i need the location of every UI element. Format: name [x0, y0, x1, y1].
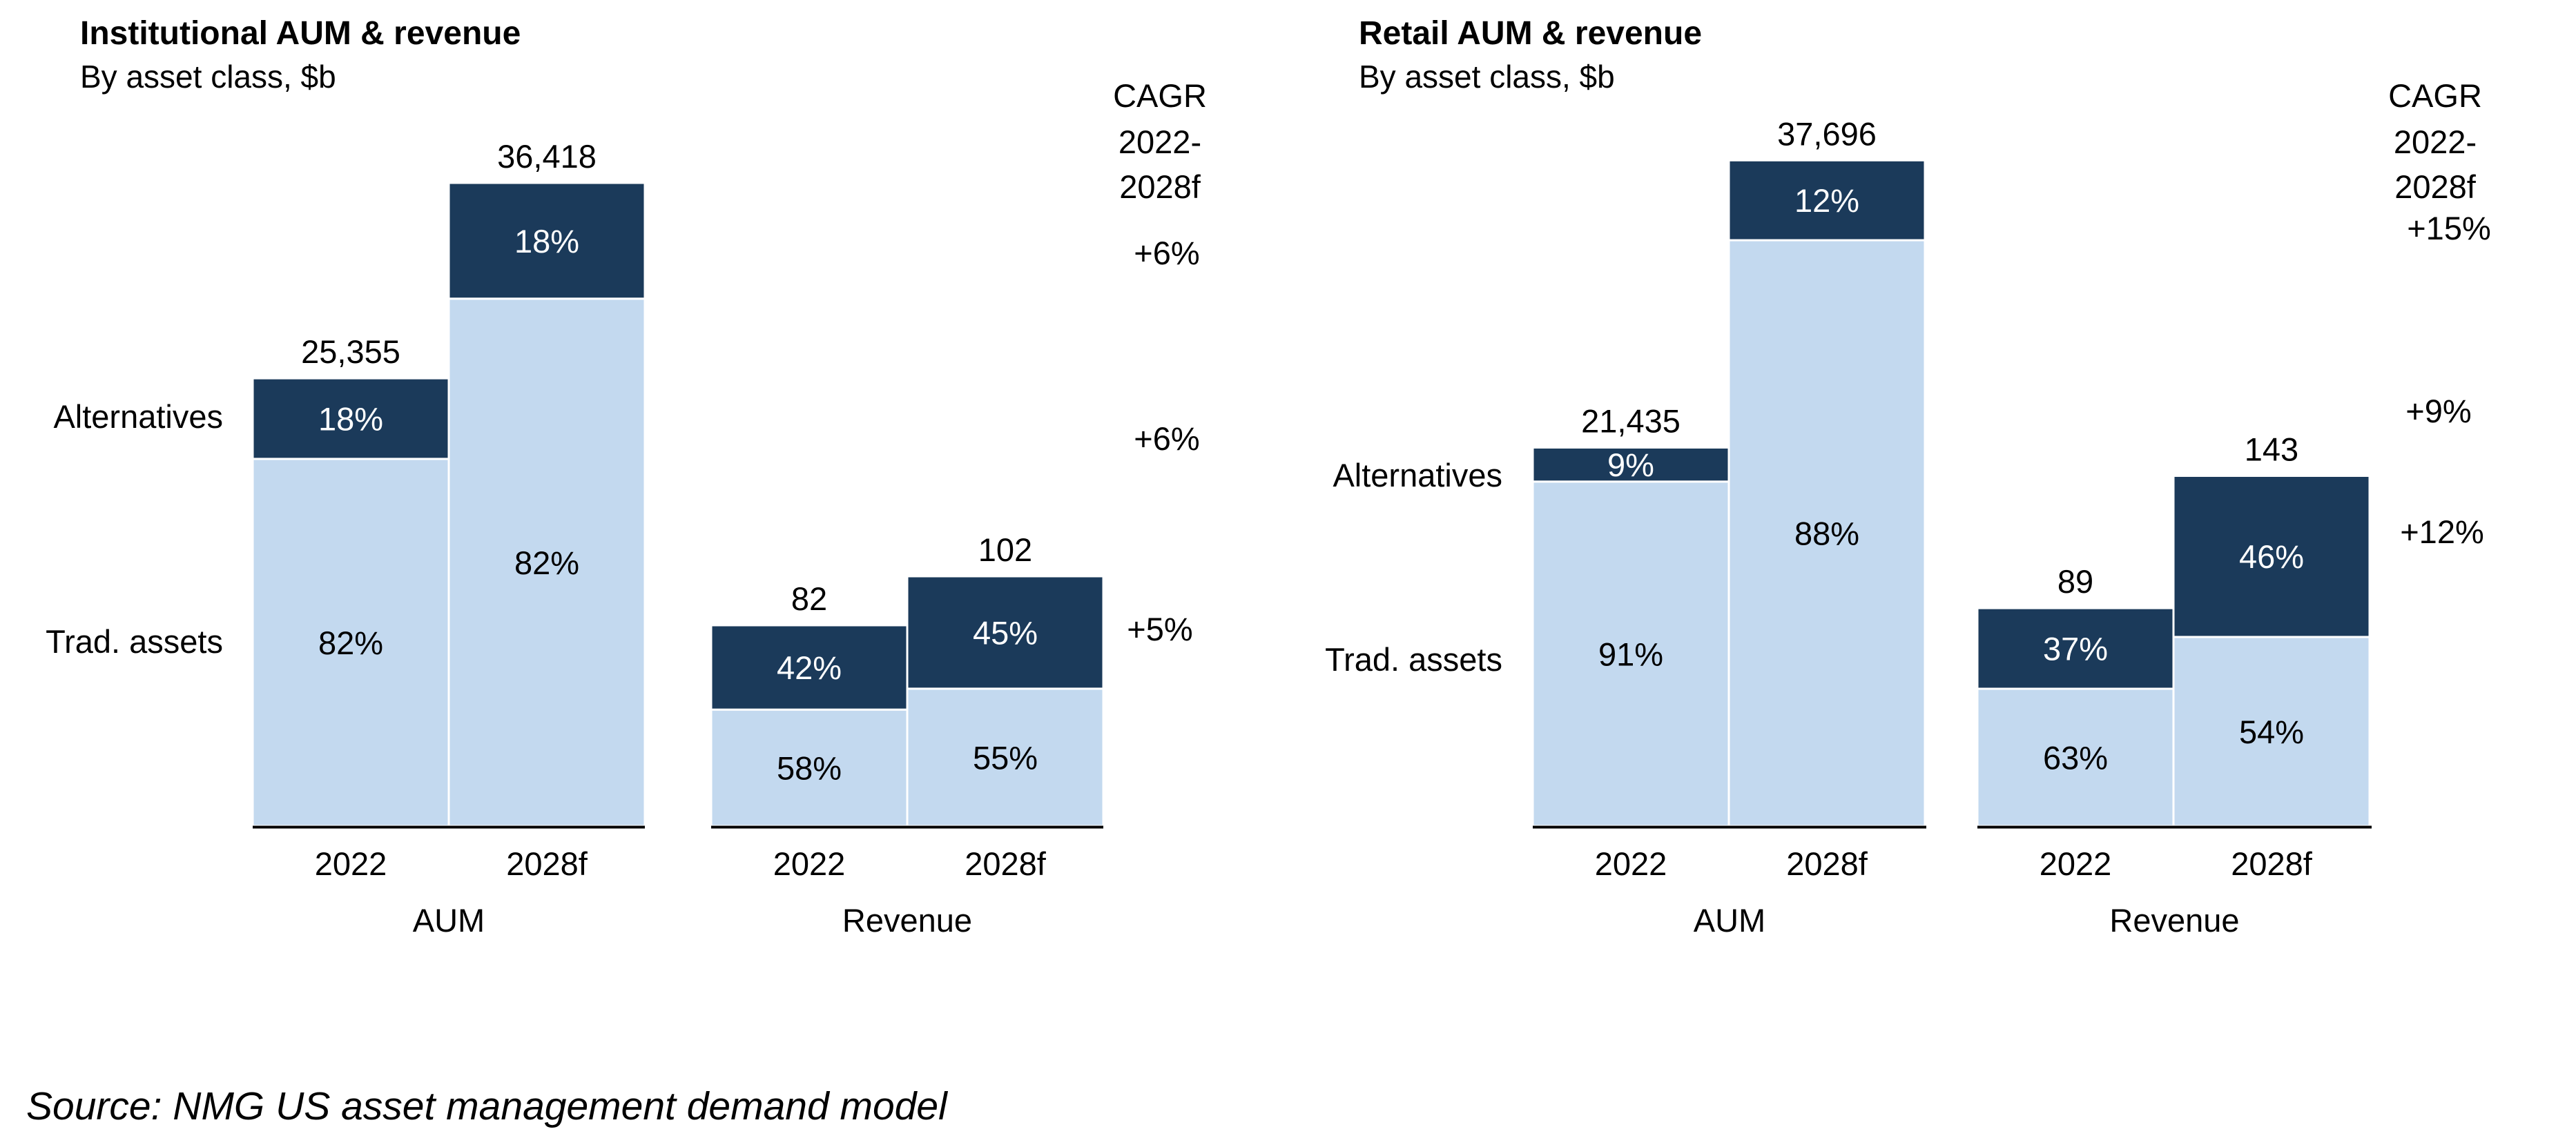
- bar-total-label: 36,418: [497, 138, 597, 175]
- row-label-alternatives: Alternatives: [1333, 457, 1502, 493]
- panel-institutional: Institutional AUM & revenue By asset cla…: [46, 15, 1207, 939]
- bar-group-aum: 82% 18% 25,355 2022 82% 18% 36,418 2028f AUM: [251, 138, 646, 939]
- row-label-trad-assets: Trad. assets: [1325, 641, 1502, 678]
- panel-title: Retail AUM & revenue: [1359, 15, 1702, 52]
- cagr-value-revenue-alternatives: +5%: [1127, 611, 1192, 647]
- bar-segment-label: 9%: [1607, 447, 1654, 483]
- bar-segment-label: 91%: [1598, 636, 1663, 672]
- bar-total-label: 143: [2245, 431, 2298, 467]
- bar-group-revenue: 63% 37% 89 2022 54% 46% 143 2028f Revenue: [1976, 431, 2372, 939]
- cagr-header-line-1: CAGR: [2388, 77, 2482, 114]
- bar-segment-alternatives: [2172, 474, 2371, 638]
- bar-segment-label: 12%: [1794, 182, 1859, 219]
- source-note: Source: NMG US asset management demand m…: [26, 1084, 948, 1128]
- bar-segment-alternatives: [1727, 159, 1926, 242]
- group-axis-label: Revenue: [2109, 902, 2239, 939]
- x-tick-label: 2022: [773, 845, 846, 882]
- bar-total-label: 89: [2057, 563, 2093, 600]
- bar-total-label: 21,435: [1581, 402, 1681, 439]
- cagr-header-line-2: 2022-: [2394, 124, 2477, 160]
- bar-segment-trad-assets: [906, 687, 1105, 827]
- cagr-header-line-1: CAGR: [1113, 77, 1207, 114]
- bar-segment-label: 45%: [973, 614, 1038, 651]
- x-tick-label: 2022: [2040, 845, 2112, 882]
- bar-segment-alternatives: [447, 182, 646, 300]
- x-tick-label: 2028f: [1786, 845, 1868, 882]
- bar-segment-alternatives: [1976, 607, 2175, 690]
- x-tick-label: 2022: [315, 845, 387, 882]
- bar-total-label: 102: [978, 531, 1032, 568]
- cagr-value-aum-total: +15%: [2407, 210, 2491, 246]
- cagr-value-aum-alternatives: +6%: [1134, 420, 1199, 457]
- row-label-trad-assets: Trad. assets: [46, 623, 223, 660]
- bar-segment-alternatives: [251, 377, 450, 460]
- bar-segment-trad-assets: [1727, 239, 1926, 827]
- row-label-alternatives: Alternatives: [53, 398, 223, 435]
- bar-segment-label: 54%: [2239, 714, 2304, 750]
- bar-segment-label: 88%: [1794, 516, 1859, 552]
- cagr-header-line-2: 2022-: [1118, 124, 1201, 160]
- cagr-value-aum-alternatives: +9%: [2405, 393, 2471, 429]
- bar-segment-trad-assets: [1976, 687, 2175, 827]
- x-tick-label: 2028f: [2231, 845, 2313, 882]
- cagr-value-revenue-alternatives: +12%: [2400, 513, 2484, 550]
- bar-total-label: 25,355: [301, 333, 400, 370]
- group-axis-label: Revenue: [842, 902, 972, 939]
- bar-total-label: 82: [791, 580, 827, 617]
- panel-title: Institutional AUM & revenue: [80, 15, 521, 52]
- bar-segment-trad-assets: [1531, 480, 1730, 827]
- x-tick-label: 2022: [1595, 845, 1667, 882]
- bar-segment-alternatives: [710, 624, 909, 711]
- x-tick-label: 2028f: [506, 845, 588, 882]
- bar-group-aum: 91% 9% 21,435 2022 88% 12% 37,696 2028f AUM: [1531, 115, 1926, 939]
- bar-segment-alternatives: [906, 575, 1105, 690]
- bar-segment-trad-assets: [251, 458, 450, 827]
- cagr-value-aum-total: +6%: [1134, 235, 1199, 271]
- bar-segment-label: 18%: [318, 401, 383, 438]
- bar-segment-label: 82%: [318, 625, 383, 661]
- bar-segment-label: 18%: [514, 223, 579, 259]
- bar-segment-label: 46%: [2239, 538, 2304, 575]
- panel-subtitle: By asset class, $b: [1359, 59, 1615, 95]
- bar-segment-label: 63%: [2043, 740, 2108, 776]
- bar-segment-alternatives: [1531, 446, 1730, 483]
- group-axis-label: AUM: [1694, 902, 1765, 939]
- group-axis-label: AUM: [413, 902, 485, 939]
- bar-segment-trad-assets: [2172, 636, 2371, 827]
- bar-segment-label: 42%: [777, 649, 842, 686]
- bar-segment-label: 55%: [973, 739, 1038, 776]
- x-tick-label: 2028f: [965, 845, 1047, 882]
- panel-subtitle: By asset class, $b: [80, 59, 336, 95]
- cagr-header-line-3: 2028f: [2394, 168, 2477, 205]
- bar-group-revenue: 58% 42% 82 2022 55% 45% 102 2028f Revenue: [710, 531, 1105, 939]
- bar-total-label: 37,696: [1777, 115, 1877, 152]
- panel-retail: Retail AUM & revenue By asset class, $b …: [1325, 15, 2491, 939]
- bar-segment-label: 82%: [514, 545, 579, 581]
- bar-segment-label: 37%: [2043, 631, 2108, 667]
- cagr-header-line-3: 2028f: [1119, 168, 1201, 205]
- bar-segment-label: 58%: [777, 750, 842, 787]
